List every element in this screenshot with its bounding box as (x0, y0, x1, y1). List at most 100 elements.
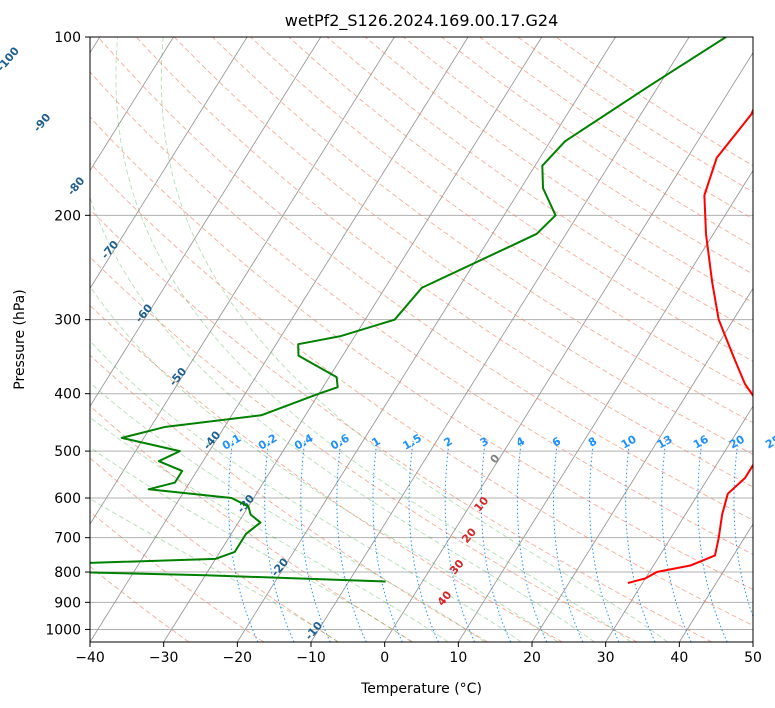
mixing-ratio-label: 6 (550, 434, 563, 449)
positive-isotherm-label: 40 (435, 588, 455, 608)
isotherm-line (236, 37, 616, 642)
dry-adiabat-line (90, 208, 712, 642)
dry-adiabat-line (288, 37, 753, 362)
mixing-ratio-label: 0.4 (292, 431, 316, 452)
mixing-ratio-label: 8 (586, 435, 599, 450)
mixing-ratio-line (552, 440, 584, 642)
x-tick-label: 40 (670, 650, 688, 666)
chart-title: wetPf2_S126.2024.169.00.17.G24 (285, 11, 559, 31)
dry-adiabat-line (326, 37, 753, 333)
x-tick-label: 0 (380, 650, 389, 666)
mixing-ratio-label: 3 (478, 435, 491, 450)
isotherm-line (90, 37, 322, 408)
dry-adiabat-line (250, 37, 753, 393)
mixing-ratio-label: 0.2 (256, 432, 279, 453)
y-tick-label: 600 (54, 491, 81, 507)
isotherm-line (457, 169, 753, 642)
x-axis-label: Temperature (°C) (360, 681, 482, 697)
mixing-ratio-line (228, 440, 259, 642)
y-tick-label: 700 (54, 531, 81, 547)
temperature-profile-line (627, 107, 753, 585)
mixing-ratio-label: 1 (369, 435, 382, 450)
mixing-ratio-line (480, 440, 512, 642)
isotherm-label: -70 (99, 238, 122, 262)
x-tick-label: −10 (296, 650, 326, 666)
x-tick-label: 10 (449, 650, 467, 666)
mixing-ratio-line (264, 440, 295, 642)
isotherm-label: -80 (65, 174, 88, 198)
dry-adiabat-line (90, 162, 753, 627)
isotherm-label: -50 (167, 365, 190, 389)
positive-isotherm-label: 30 (447, 557, 467, 577)
isotherm-line (90, 37, 174, 172)
mixing-ratio-line (733, 440, 753, 619)
y-tick-label: 900 (54, 595, 81, 611)
x-tick-label: −20 (223, 650, 253, 666)
plot-frame (89, 36, 754, 643)
moist-adiabat-line (90, 416, 449, 642)
dry-adiabat-line (90, 354, 488, 642)
y-axis-label: Pressure (hPa) (12, 289, 28, 389)
mixing-ratio-label: 0.6 (328, 431, 352, 452)
dry-adiabat-line (174, 37, 753, 455)
y-tick-label: 100 (54, 30, 81, 46)
grid-layer (90, 36, 753, 630)
dry-adiabat-line (90, 256, 638, 642)
moist-adiabat-line (90, 340, 522, 642)
mixing-ratio-label: 1.5 (400, 432, 423, 453)
isotherm-line (384, 51, 753, 642)
dry-adiabat-line (90, 304, 563, 642)
moist-adiabat-line (115, 37, 632, 642)
dry-adiabat-line (135, 37, 753, 488)
mixing-ratio-line (770, 441, 775, 642)
dry-adiabat-line (90, 405, 414, 642)
dry-adiabat-line (441, 37, 753, 247)
y-tick-label: 1000 (45, 622, 81, 638)
mixing-ratio-label: 2 (442, 435, 455, 450)
x-tick-label: −40 (75, 650, 105, 666)
y-tick-label: 800 (54, 565, 81, 581)
x-tick-label: 30 (597, 650, 615, 666)
isotherm-line (90, 37, 469, 642)
isotherm-label: -40 (201, 428, 224, 452)
mixing-ratio-line (372, 440, 403, 642)
mixing-ratio-label: 4 (514, 434, 527, 449)
positive-isotherm-label: 10 (472, 494, 492, 514)
y-tick-label: 400 (54, 387, 81, 403)
isotherm-label: -100 (0, 44, 22, 74)
dry-adiabat-line (90, 116, 753, 591)
moist-adiabat-line (90, 498, 339, 642)
isotherm-line (90, 37, 248, 290)
x-tick-label: 50 (744, 650, 762, 666)
isotherm-label: -30 (235, 492, 258, 516)
x-tick-label: −30 (149, 650, 179, 666)
moist-adiabat-line (90, 382, 485, 642)
dewpoint-profile-line (90, 37, 727, 583)
x-tick-label: 20 (523, 650, 541, 666)
isotherm-line (678, 523, 753, 642)
dry-adiabat-line (90, 565, 190, 642)
guide-line-layer (90, 37, 775, 642)
isotherm-line (752, 641, 753, 642)
mixing-ratio-line (300, 440, 331, 642)
y-tick-label: 200 (54, 208, 81, 224)
isotherm-line (605, 405, 753, 642)
moist-adiabat-line (160, 37, 668, 642)
mixing-ratio-line (625, 440, 656, 642)
dry-adiabat-line (90, 510, 264, 642)
dry-adiabat-line (90, 457, 339, 642)
dry-adiabat-line (90, 71, 753, 555)
mixing-ratio-line (661, 440, 692, 642)
y-tick-label: 300 (54, 313, 81, 329)
mixing-ratio-label: 20 (727, 432, 747, 451)
mixing-ratio-line (589, 440, 620, 642)
y-tick-label: 500 (54, 444, 81, 460)
isotherm-label: -90 (31, 111, 54, 135)
mixing-ratio-line (408, 440, 439, 642)
moist-adiabat-line (90, 196, 595, 642)
tick-layer: −40 −30 −20 −10 0 10 20 30 40 5010020030040050060… (45, 30, 762, 666)
dry-adiabat-line (97, 37, 753, 521)
isotherm-line (90, 37, 395, 525)
dry-adiabat-line (479, 37, 753, 220)
